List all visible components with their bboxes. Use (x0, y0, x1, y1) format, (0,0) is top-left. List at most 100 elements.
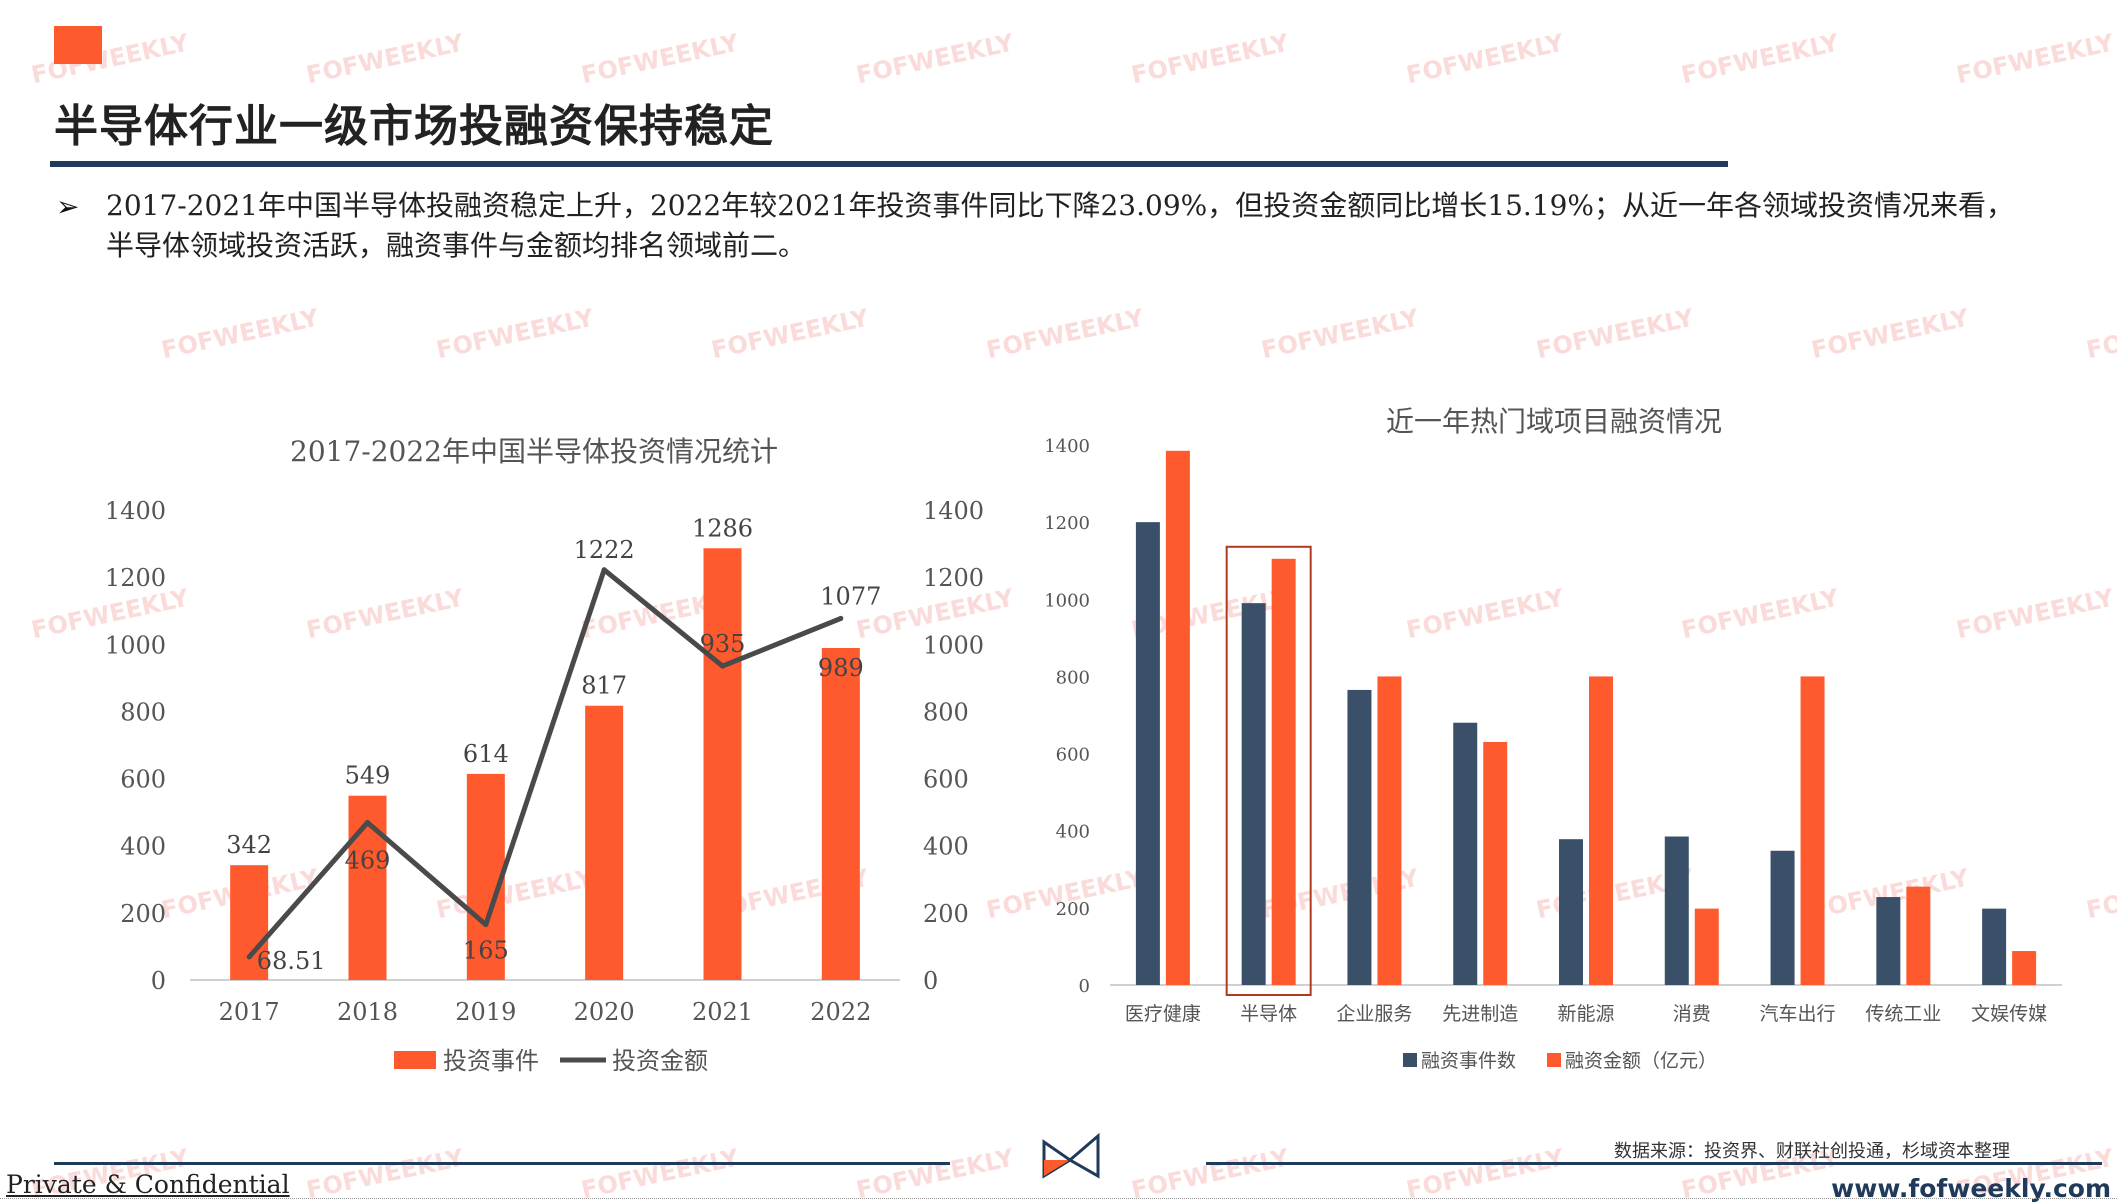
bar-investment-events (230, 865, 269, 980)
bullet-arrow-icon: ➢ (56, 190, 80, 223)
bar-financing-events (1347, 689, 1372, 985)
footer-dotted-rule (0, 1198, 2117, 1199)
left-y-tick: 400 (120, 833, 166, 861)
bar-financing-amount (1377, 676, 1402, 985)
bar-financing-amount (1906, 886, 1931, 985)
watermark-text: FOFWEEKLY (1808, 303, 1972, 365)
left-y-tick: 200 (120, 900, 166, 928)
footer-line-left (54, 1162, 950, 1165)
bar-financing-events (1559, 839, 1583, 985)
watermark-text: FOFWEEKLY (1258, 303, 1422, 365)
bar-financing-amount (1589, 676, 1613, 985)
bar-financing-amount (1694, 908, 1719, 985)
legend-label-amount: 融资金额（亿元） (1565, 1050, 1717, 1072)
x-tick-label: 医疗健康 (1125, 1003, 1201, 1025)
left-y-tick: 600 (120, 766, 166, 794)
bar-data-label: 342 (226, 831, 272, 859)
bar-investment-events (466, 773, 505, 980)
right-chart: 0 200 400 600 800 1000 1200 1400 医疗健康 半导体 企业服务 先进制造… (1044, 436, 2062, 1072)
title-divider (50, 161, 1728, 167)
bar-investment-events (348, 795, 387, 980)
right-chart-title: 近一年热门域项目融资情况 (1386, 405, 1723, 438)
left-y-tick: 1000 (105, 631, 166, 659)
accent-block (54, 26, 102, 64)
legend-label-bar: 投资事件 (443, 1047, 539, 1075)
x-tick-label: 半导体 (1240, 1003, 1297, 1025)
bar-data-label: 817 (581, 672, 627, 700)
bar-investment-events (703, 548, 742, 980)
x-tick-label: 2019 (455, 998, 516, 1026)
right-y-tick: 1400 (923, 497, 984, 525)
right-y-tick: 400 (923, 833, 969, 861)
watermark-text: FOFWEEKLY (578, 28, 742, 90)
legend-label-events: 融资事件数 (1421, 1050, 1516, 1072)
x-tick-label: 企业服务 (1336, 1003, 1412, 1025)
left-y-tick: 0 (151, 967, 166, 995)
x-tick-label: 2018 (337, 998, 398, 1026)
legend-swatch-amount (1547, 1053, 1561, 1067)
bar-investment-events (821, 647, 860, 980)
watermark-text: FOFWEEKLY (2083, 303, 2117, 365)
y-tick: 400 (1056, 822, 1090, 843)
legend-swatch-bar (394, 1051, 436, 1069)
line-data-label: 165 (463, 937, 509, 965)
y-tick: 1400 (1044, 436, 1090, 457)
x-tick-label: 2020 (574, 998, 635, 1026)
watermark-text: FOFWEEKLY (158, 303, 322, 365)
watermark-text: FOFWEEKLY (433, 303, 597, 365)
line-point (246, 954, 252, 960)
x-tick-label: 2022 (810, 998, 871, 1026)
watermark-text: FOFWEEKLY (708, 303, 872, 365)
right-y-tick: 200 (923, 900, 969, 928)
y-tick: 1200 (1044, 513, 1090, 534)
watermark-text: FOFWEEKLY (303, 28, 467, 90)
bar-data-label: 989 (818, 654, 864, 682)
y-tick: 0 (1079, 976, 1090, 997)
left-y-tick: 1400 (105, 497, 166, 525)
page-title: 半导体行业一级市场投融资保持稳定 (54, 101, 774, 152)
line-point (365, 820, 370, 826)
watermark-text: FOFWEEKLY (1128, 1143, 1292, 1204)
line-point (483, 922, 489, 928)
y-tick: 800 (1056, 667, 1090, 688)
x-tick-label: 汽车出行 (1760, 1003, 1836, 1025)
x-tick-label: 传统工业 (1865, 1003, 1941, 1025)
bar-financing-amount (1800, 676, 1825, 985)
footer-confidential: Private & Confidential (6, 1170, 290, 1199)
data-source-note: 数据来源：投资界、财联社创投通，杉域资本整理 (1614, 1141, 2010, 1162)
watermark-text: FOFWEEKLY (1953, 28, 2117, 90)
left-y-tick: 800 (120, 698, 166, 726)
left-chart: 0 0 200 200 400 400 600 600 800 800 1000 1000 1200 12… (105, 497, 984, 1075)
watermark-text: FOFWEEKLY (303, 1143, 467, 1204)
line-point (601, 567, 607, 573)
bar-financing-amount (1271, 558, 1296, 985)
line-investment-amount (247, 567, 842, 959)
watermark-text: FOFWEEKLY (853, 1143, 1017, 1204)
line-point (720, 663, 725, 669)
left-y-tick: 1200 (105, 564, 166, 592)
watermark-text: FOFWEEKLY (578, 1143, 742, 1204)
bar-financing-amount (2012, 951, 2037, 985)
bar-financing-events (1876, 897, 1901, 985)
x-tick-label: 新能源 (1557, 1003, 1614, 1025)
y-tick: 200 (1056, 899, 1090, 920)
watermark-text: FOFWEEKLY (1403, 28, 1567, 90)
x-tick-label: 2017 (219, 998, 280, 1026)
line-data-label: 1077 (820, 582, 881, 610)
x-tick-label: 文娱传媒 (1971, 1003, 2047, 1025)
bowtie-logo-icon (1042, 1132, 1100, 1179)
bar-financing-events (1982, 908, 2007, 985)
right-y-tick: 0 (923, 967, 938, 995)
watermark-text: FOFWEEKLY (983, 303, 1147, 365)
bar-financing-events (1241, 603, 1266, 985)
x-tick-label: 消费 (1673, 1003, 1711, 1025)
watermark-text: FOFWEEKLY (853, 28, 1017, 90)
line-data-label: 68.51 (257, 947, 326, 975)
summary-bullet: 2017-2021年中国半导体投融资稳定上升，2022年较2021年投资事件同比… (106, 189, 2015, 262)
right-y-tick: 600 (923, 766, 969, 794)
right-y-tick: 1200 (923, 564, 984, 592)
watermark-text: FOFWEEKLY (1533, 303, 1697, 365)
watermark-text: FOFWEEKLY (1128, 28, 1292, 90)
bar-financing-events (1135, 522, 1160, 985)
bar-financing-events (1664, 836, 1689, 985)
